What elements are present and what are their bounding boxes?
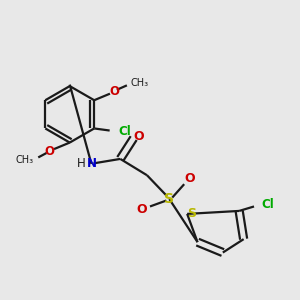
Text: Cl: Cl — [262, 199, 274, 212]
Text: O: O — [44, 145, 55, 158]
Text: CH₃: CH₃ — [131, 78, 149, 88]
Text: Cl: Cl — [118, 125, 131, 138]
Text: S: S — [164, 192, 174, 206]
Text: CH₃: CH₃ — [16, 155, 34, 165]
Text: N: N — [86, 157, 96, 170]
Text: O: O — [136, 203, 147, 216]
Text: O: O — [110, 85, 119, 98]
Text: H: H — [77, 157, 86, 170]
Text: O: O — [134, 130, 144, 143]
Text: S: S — [187, 207, 196, 220]
Text: O: O — [185, 172, 195, 185]
